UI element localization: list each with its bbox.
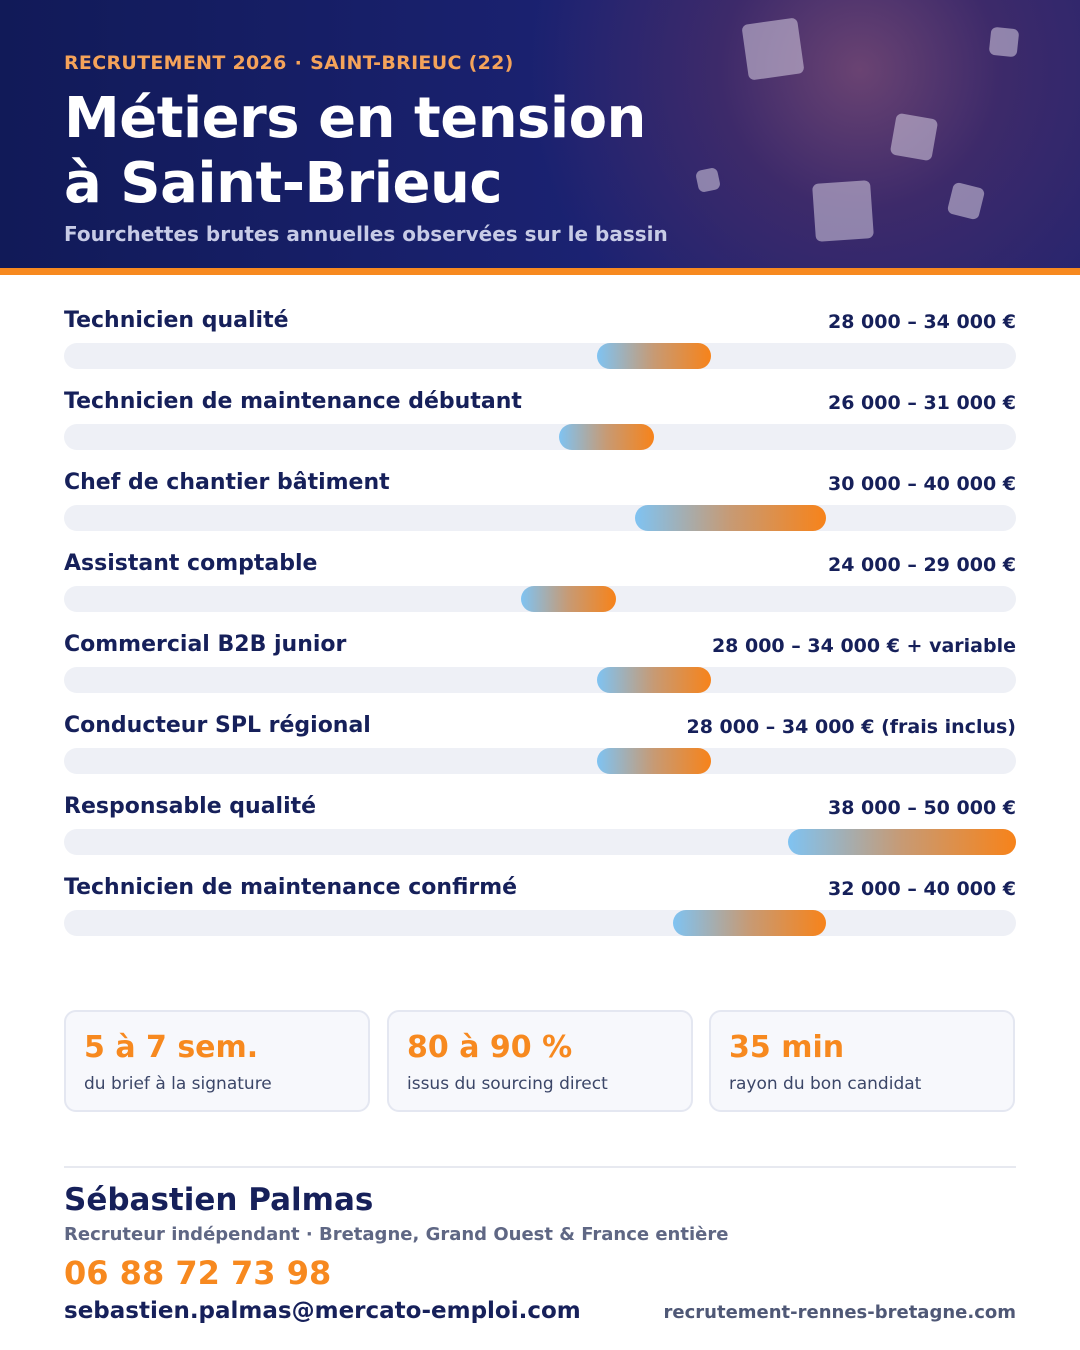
range-value-label: 28 000 – 34 000 € + variable	[711, 635, 1016, 657]
contact-role: Recruteur indépendant · Bretagne, Grand …	[64, 1224, 729, 1245]
page-title: Métiers en tension à Saint-Brieuc	[64, 86, 646, 216]
category-label: Technicien qualité	[64, 308, 289, 333]
range-bar	[559, 424, 655, 450]
contact-phone[interactable]: 06 88 72 73 98	[64, 1254, 332, 1292]
page-title-line-2: à Saint-Brieuc	[64, 151, 503, 216]
decorative-square	[694, 166, 722, 194]
category-label: Technicien de maintenance confirmé	[64, 875, 518, 900]
range-track	[64, 667, 1016, 693]
eyebrow: RECRUTEMENT 2026 · SAINT-BRIEUC (22)	[64, 52, 514, 74]
chart-row: Technicien qualité 28 000 – 34 000 €	[64, 308, 1016, 378]
header-accent-bar	[0, 268, 1080, 275]
contact-name: Sébastien Palmas	[64, 1182, 374, 1218]
range-value-label: 28 000 – 34 000 €	[828, 311, 1016, 333]
range-bar	[597, 748, 712, 774]
category-label: Commercial B2B junior	[64, 632, 347, 657]
decorative-square	[988, 26, 1020, 58]
stat-card-sourcing: 80 à 90 % issus du sourcing direct	[387, 1010, 693, 1112]
chart-row: Technicien de maintenance confirmé 32 000…	[64, 875, 1016, 945]
page-subtitle: Fourchettes brutes annuelles observées s…	[64, 222, 668, 246]
eyebrow-separator: ·	[294, 52, 303, 74]
range-track	[64, 748, 1016, 774]
category-label: Assistant comptable	[64, 551, 318, 576]
category-label: Technicien de maintenance débutant	[64, 389, 522, 414]
range-bar	[520, 586, 617, 612]
page-title-line-1: Métiers en tension	[64, 86, 646, 151]
contact-website[interactable]: recrutement-rennes-bretagne.com	[663, 1302, 1016, 1323]
range-track	[64, 586, 1016, 612]
range-value-label: 26 000 – 31 000 €	[828, 392, 1016, 414]
stat-label: du brief à la signature	[84, 1074, 272, 1094]
decorative-square	[812, 180, 874, 242]
decorative-square	[946, 181, 986, 221]
range-track	[64, 424, 1016, 450]
stat-card-delay: 5 à 7 sem. du brief à la signature	[64, 1010, 370, 1112]
contact-email[interactable]: sebastien.palmas@mercato-emploi.com	[64, 1298, 581, 1324]
stat-label: issus du sourcing direct	[407, 1074, 608, 1094]
range-track	[64, 829, 1016, 855]
divider	[64, 1166, 1016, 1168]
category-label: Conducteur SPL régional	[64, 713, 371, 738]
category-label: Chef de chantier bâtiment	[64, 470, 390, 495]
decorative-square	[889, 112, 939, 162]
chart-row: Responsable qualité 38 000 – 50 000 €	[64, 794, 1016, 864]
range-value-label: 24 000 – 29 000 €	[828, 554, 1016, 576]
category-label: Responsable qualité	[64, 794, 317, 819]
stat-value: 5 à 7 sem.	[84, 1030, 259, 1065]
chart-row: Technicien de maintenance débutant 26 000…	[64, 389, 1016, 459]
stat-value: 35 min	[729, 1030, 845, 1065]
range-bar	[597, 343, 712, 369]
chart-row: Chef de chantier bâtiment 30 000 – 40 000…	[64, 470, 1016, 540]
stat-value: 80 à 90 %	[407, 1030, 573, 1065]
range-value-label: 30 000 – 40 000 €	[828, 473, 1016, 495]
header-banner: RECRUTEMENT 2026 · SAINT-BRIEUC (22) Métie…	[0, 0, 1080, 268]
range-value-label: 28 000 – 34 000 € (frais inclus)	[686, 716, 1016, 738]
eyebrow-campaign: RECRUTEMENT 2026	[64, 52, 287, 74]
range-value-label: 38 000 – 50 000 €	[828, 797, 1016, 819]
chart-row: Commercial B2B junior 28 000 – 34 000 € +…	[64, 632, 1016, 702]
range-value-label: 32 000 – 40 000 €	[828, 878, 1016, 900]
range-bar	[787, 829, 1016, 855]
stat-card-radius: 35 min rayon du bon candidat	[709, 1010, 1015, 1112]
range-bar	[673, 910, 826, 936]
chart-row: Assistant comptable 24 000 – 29 000 €	[64, 551, 1016, 621]
range-bar	[635, 505, 826, 531]
range-bar	[597, 667, 712, 693]
eyebrow-location: SAINT-BRIEUC (22)	[310, 52, 514, 74]
range-track	[64, 910, 1016, 936]
range-track	[64, 505, 1016, 531]
chart-row: Conducteur SPL régional 28 000 – 34 000 €…	[64, 713, 1016, 783]
stat-label: rayon du bon candidat	[729, 1074, 922, 1094]
range-track	[64, 343, 1016, 369]
decorative-square	[741, 17, 805, 81]
